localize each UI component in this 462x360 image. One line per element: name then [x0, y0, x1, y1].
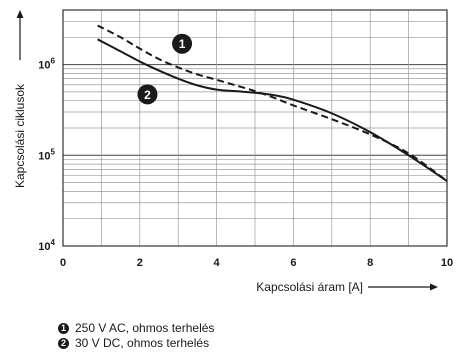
- x-axis-arrow-head: [430, 283, 438, 291]
- legend-text: 250 V AC, ohmos terhelés: [75, 321, 215, 335]
- legend-item: 1 250 V AC, ohmos terhelés: [58, 321, 214, 336]
- series-marker-label: 1: [179, 37, 186, 51]
- y-axis-arrow-head: [16, 10, 24, 18]
- legend-text: 30 V DC, ohmos terhelés: [75, 336, 210, 350]
- series-marker-circle: [137, 84, 158, 105]
- y-axis-label: Kapcsolási ciklusok: [13, 83, 27, 188]
- x-tick-label: 0: [60, 257, 66, 269]
- x-tick-label: 6: [290, 257, 296, 269]
- chart-legend: 1 250 V AC, ohmos terhelés 2 30 V DC, oh…: [58, 321, 214, 351]
- x-tick-label: 2: [137, 257, 143, 269]
- chart-series: [97, 24, 448, 182]
- y-tick-label: 106: [38, 57, 55, 72]
- legend-badge: 2: [58, 338, 69, 349]
- series-marker-label: 2: [144, 88, 151, 102]
- x-tick-label: 10: [441, 257, 453, 269]
- legend-item: 2 30 V DC, ohmos terhelés: [58, 336, 214, 351]
- x-axis-label: Kapcsolási áram [A]: [256, 280, 363, 294]
- legend-badge: 1: [58, 323, 69, 334]
- chart-grid: [62, 9, 448, 247]
- x-tick-label: 8: [367, 257, 373, 269]
- chart-markers: 12: [137, 33, 193, 105]
- plot-frame: [62, 9, 448, 247]
- series-marker-2: 2: [137, 84, 158, 105]
- y-tick-label: 105: [38, 147, 55, 162]
- y-tick-label: 104: [38, 238, 55, 253]
- chart-axis-labels: Kapcsolási áram [A] Kapcsolási ciklusok: [13, 10, 438, 294]
- x-tick-label: 4: [214, 257, 221, 269]
- series-line-2: [97, 38, 448, 182]
- chart-ticks: 0 2 4 6 8 10 104 105 106: [38, 57, 453, 269]
- series-marker-circle: [172, 33, 193, 54]
- series-marker-1: 1: [172, 33, 193, 54]
